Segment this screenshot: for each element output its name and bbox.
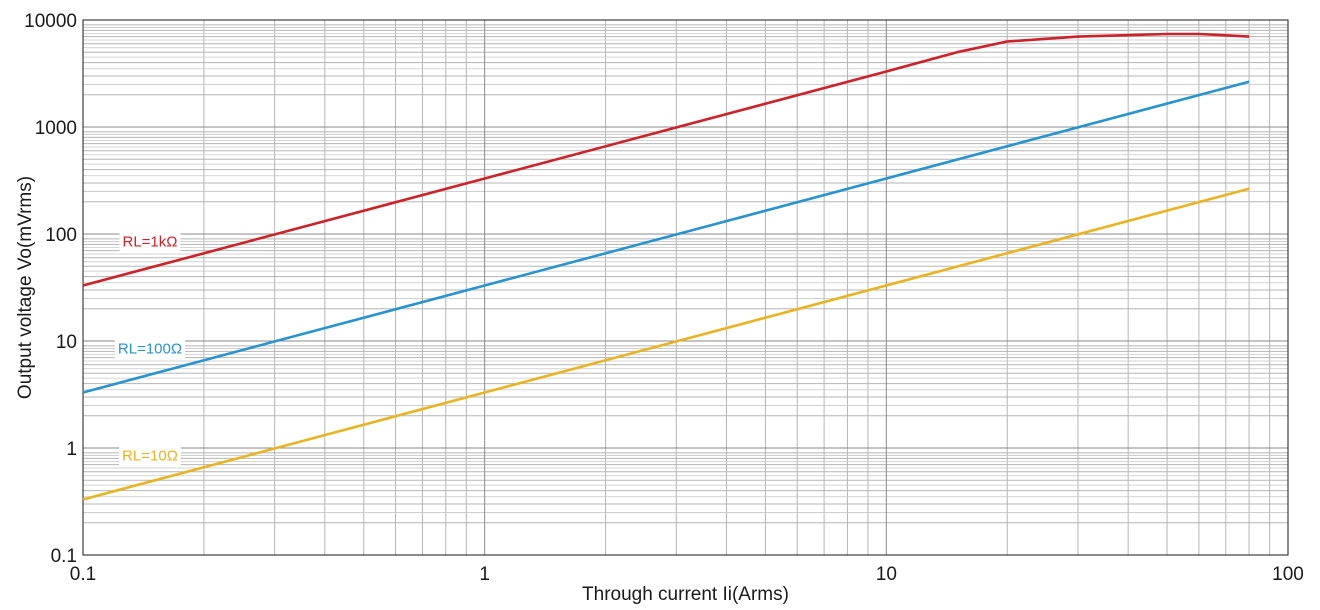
y-tick-label-1: 1 <box>66 439 77 460</box>
y-axis-title: Output voltage Vo(mVrms) <box>15 176 36 399</box>
y-tick-labels: 0.1 1 10 100 1000 10000 <box>24 11 77 567</box>
x-tick-label-2: 10 <box>876 564 897 585</box>
y-tick-label-5: 10000 <box>24 11 77 32</box>
x-axis-title: Through current Ii(Arms) <box>582 584 789 605</box>
y-tick-label-0: 0.1 <box>51 546 77 567</box>
series-label-2: RL=10Ω <box>122 448 178 465</box>
plot-frame <box>82 19 1289 556</box>
series-label-bg-0 <box>119 232 181 252</box>
minor-gridlines <box>83 20 1288 555</box>
x-tick-label-3: 100 <box>1272 564 1304 585</box>
y-tick-label-4: 1000 <box>35 118 77 139</box>
series-line-0 <box>82 32 1250 287</box>
series-lines <box>82 32 1250 501</box>
major-gridlines <box>82 20 1288 556</box>
series-labels: RL=1kΩ RL=100Ω RL=10Ω <box>114 232 186 466</box>
series-label-0: RL=1kΩ <box>123 234 178 251</box>
x-tick-label-1: 1 <box>479 564 490 585</box>
series-line-2 <box>82 187 1250 501</box>
series-label-1: RL=100Ω <box>118 341 182 358</box>
x-tick-labels: 0.1 1 10 100 <box>70 564 1304 585</box>
series-line-1 <box>82 80 1250 394</box>
series-label-bg-2 <box>119 446 181 466</box>
series-label-bg-1 <box>114 339 186 359</box>
y-tick-label-3: 100 <box>45 225 77 246</box>
x-tick-label-0: 0.1 <box>70 564 96 585</box>
y-tick-label-2: 10 <box>56 332 77 353</box>
